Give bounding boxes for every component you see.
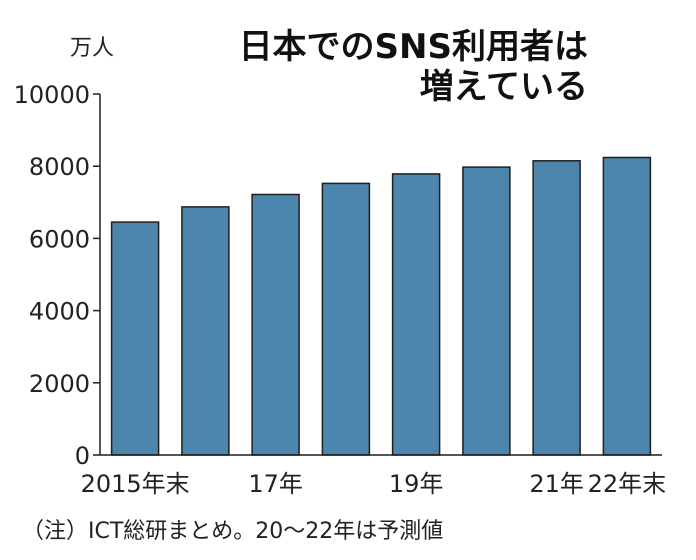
chart-title-line-2: 増えている: [420, 67, 588, 107]
bar-2021: [532, 160, 581, 456]
x-tick-label: 21年: [529, 470, 584, 498]
bar-2015: [110, 221, 160, 456]
y-axis-unit: 万人: [70, 36, 114, 61]
bar-2018: [321, 182, 371, 456]
bar-2017: [251, 193, 300, 456]
bar-2020: [462, 166, 511, 456]
x-axis: 2015年末 17年 19年 21年 22年末: [81, 454, 667, 498]
y-tick-label: 0: [75, 442, 90, 470]
bar-2019: [391, 173, 441, 456]
y-axis: 0 2000 4000 6000 8000 10000: [14, 81, 101, 470]
bar-2016: [181, 206, 230, 456]
x-tick-label: 17年: [248, 470, 303, 498]
x-tick-label: 19年: [389, 470, 444, 498]
x-tick-label: 2015年末: [81, 470, 190, 498]
y-tick-label: 2000: [29, 370, 90, 398]
x-tick-label: 22年末: [588, 470, 667, 498]
chart-title-line-1: 日本でのSNS利用者は: [239, 27, 588, 67]
y-tick-label: 6000: [29, 225, 90, 253]
source-note: （注）ICT総研まとめ。20～22年は予測値: [22, 519, 443, 544]
y-tick-label: 10000: [14, 81, 90, 109]
bars-group: [110, 156, 652, 456]
y-tick-label: 4000: [29, 298, 90, 326]
y-tick-label: 8000: [29, 153, 90, 181]
bar-2022: [602, 156, 652, 456]
